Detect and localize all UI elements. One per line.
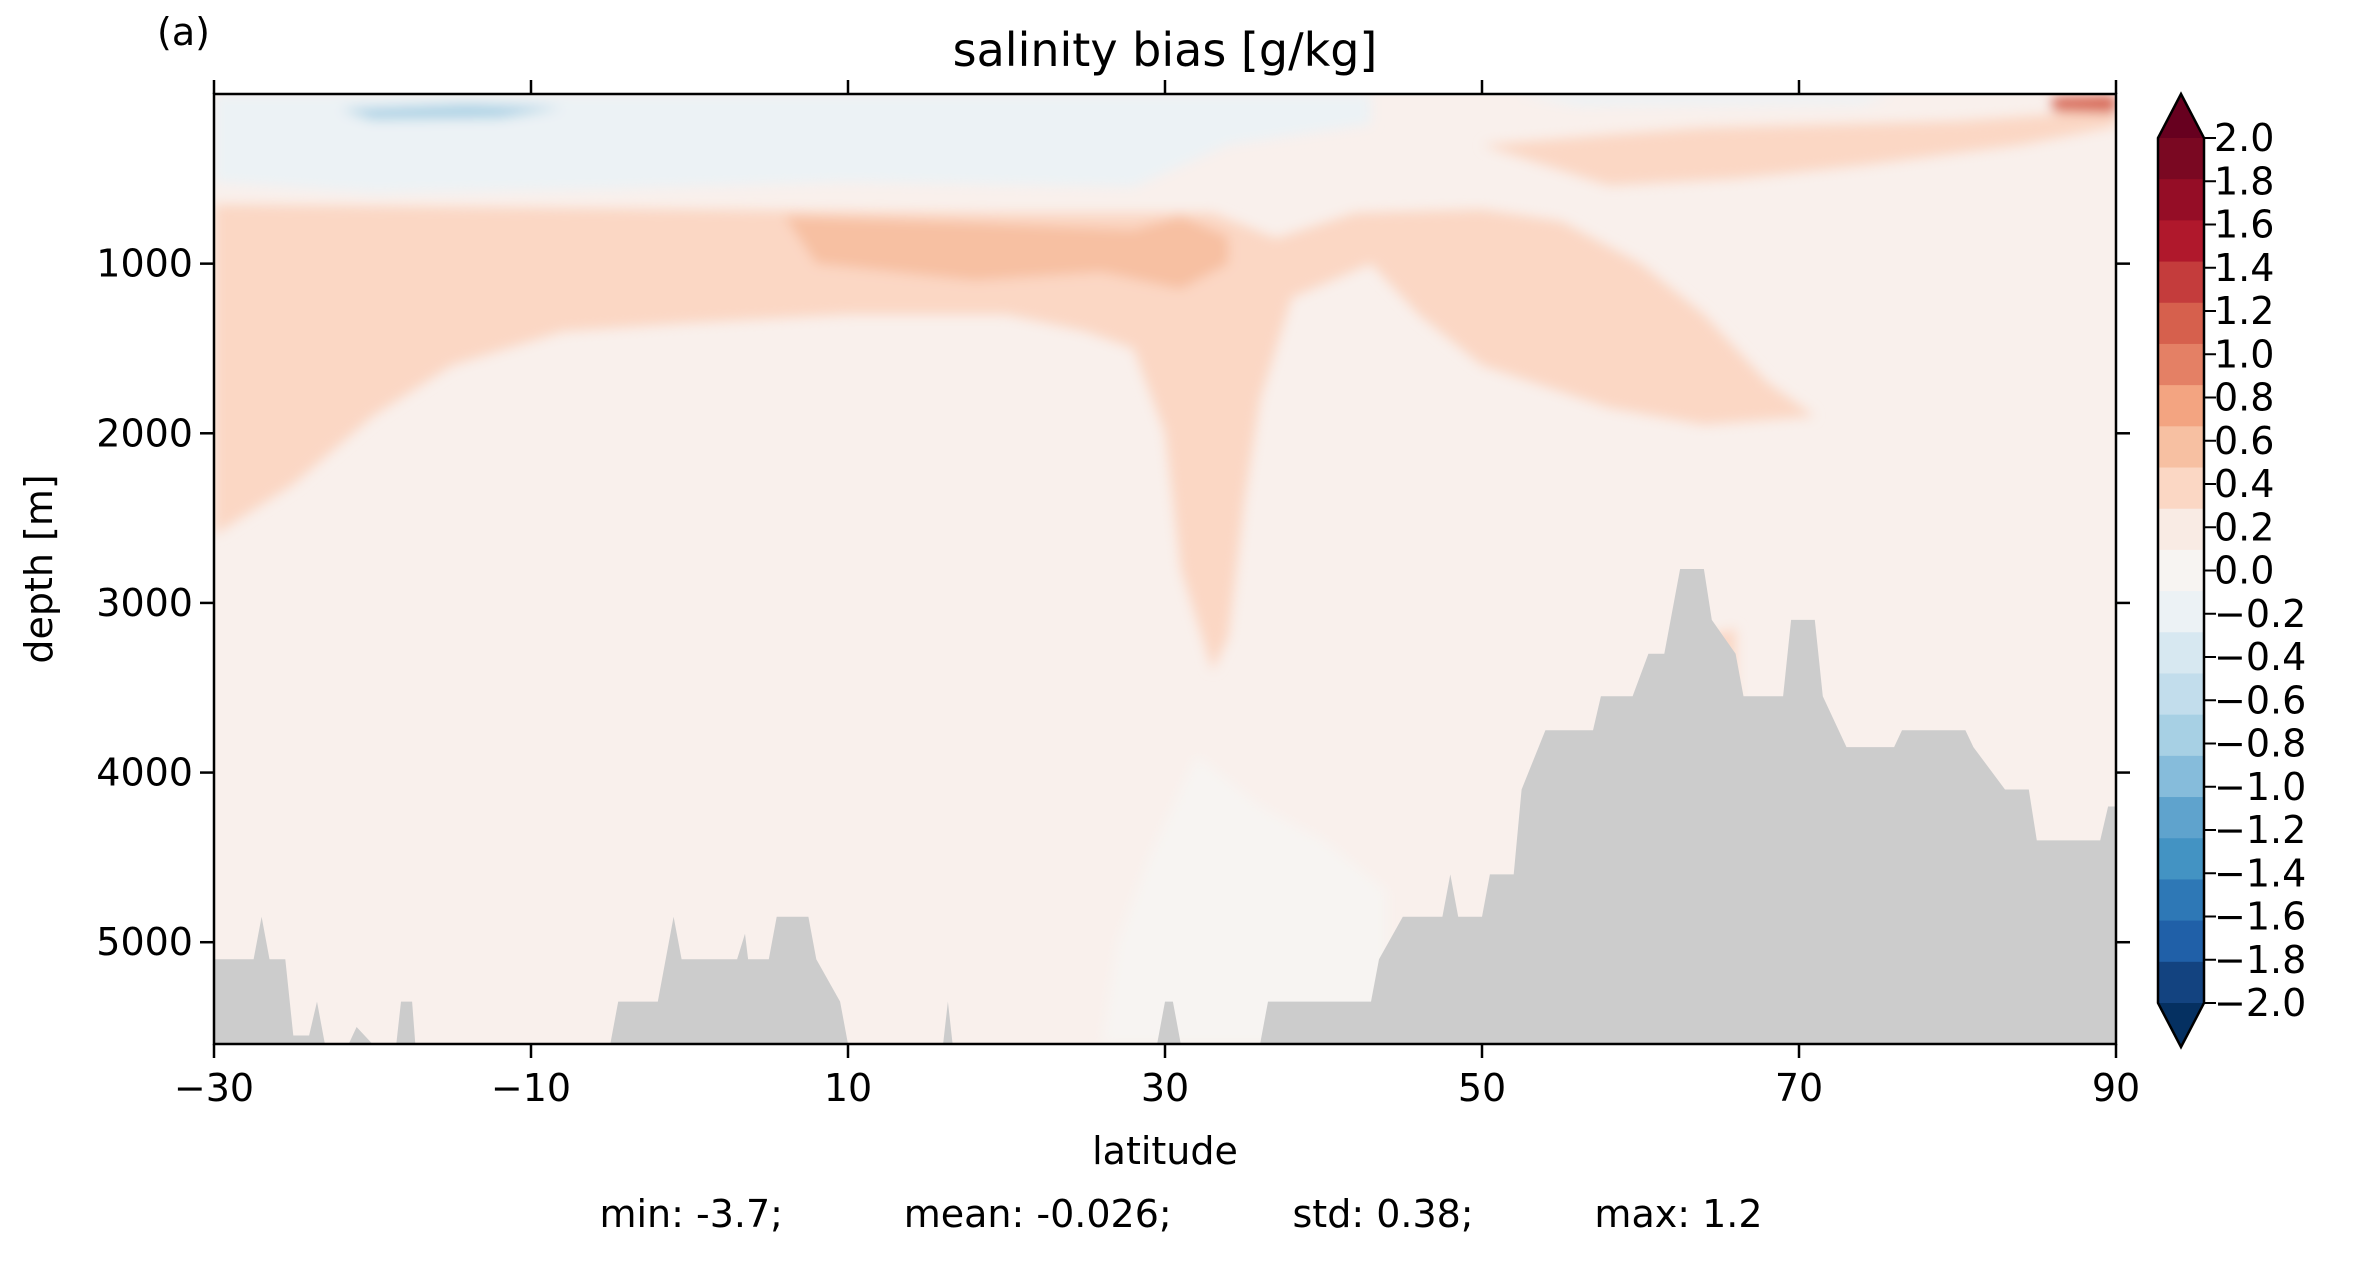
field-positive-mid <box>1482 94 2116 186</box>
colorbar-tick-label: 0.8 <box>2214 376 2274 420</box>
colorbar-band <box>2158 179 2204 221</box>
colorbar-tick-label: 1.4 <box>2214 246 2274 290</box>
y-tick-label: 3000 <box>96 581 193 625</box>
stat-mean: mean: -0.026; <box>903 1192 1172 1236</box>
colorbar-tick-label: 2.0 <box>2214 116 2274 160</box>
panel-label: (a) <box>157 10 210 54</box>
field-negative-core <box>340 104 563 120</box>
y-tick-label: 1000 <box>96 242 193 286</box>
colorbar-tick-label: 0.0 <box>2214 549 2274 593</box>
colorbar-tick-label: −0.2 <box>2214 592 2306 636</box>
colorbar-band <box>2158 755 2204 798</box>
y-tick-label: 4000 <box>96 751 193 795</box>
colorbar-band <box>2158 343 2204 386</box>
x-tick-label: 10 <box>824 1066 872 1110</box>
colorbar-tick-label: 0.4 <box>2214 462 2274 506</box>
colorbar-band <box>2158 426 2204 469</box>
colorbar-band <box>2158 508 2204 551</box>
field-negative-surface <box>1513 94 1895 106</box>
x-tick-label: 30 <box>1141 1066 1189 1110</box>
colorbar-tick-label: 1.0 <box>2214 332 2274 376</box>
colorbar-band <box>2158 879 2204 922</box>
colorbar-tick-label: −1.2 <box>2214 808 2306 852</box>
colorbar-band <box>2158 797 2204 839</box>
colorbar-band <box>2158 549 2204 592</box>
statistics-line: min: -3.7; mean: -0.026; std: 0.38; max:… <box>0 1192 2362 1252</box>
field-negative-surface <box>214 94 1371 193</box>
y-axis-label: depth [m] <box>17 474 61 663</box>
colorbar-tick-label: 0.2 <box>2214 505 2274 549</box>
y-tick-label: 2000 <box>96 411 193 455</box>
colorbar-tick-label: −1.4 <box>2214 851 2306 895</box>
colorbar-tick-label: −0.4 <box>2214 635 2306 679</box>
colorbar-band <box>2158 467 2204 510</box>
stat-max: max: 1.2 <box>1594 1192 1763 1236</box>
colorbar-tick-label: 1.2 <box>2214 289 2274 333</box>
field-negative-deep <box>1101 755 1387 1044</box>
salinity-field <box>214 94 2116 1044</box>
field-positive-core <box>784 216 1229 290</box>
chart-title: salinity bias [g/kg] <box>953 23 1378 77</box>
colorbar-extend-over <box>2158 94 2204 138</box>
stat-min: min: -3.7; <box>599 1192 783 1236</box>
y-axis: 1000 2000 3000 4000 5000 <box>96 242 2130 964</box>
colorbar-band <box>2158 138 2204 180</box>
colorbar-band <box>2158 302 2204 345</box>
colorbar-band <box>2158 385 2204 427</box>
stat-std: std: 0.38; <box>1292 1192 1474 1236</box>
colorbar-tick-label: 0.6 <box>2214 419 2274 463</box>
colorbar-band <box>2158 961 2204 1004</box>
colorbar: 2.01.81.61.41.21.00.80.60.40.20.0−0.2−0.… <box>2156 91 2306 1050</box>
colorbar-tick-label: −0.6 <box>2214 678 2306 722</box>
field-arctic-max <box>2052 95 2116 113</box>
x-axis: −30 −10 10 30 50 70 90 <box>174 80 2140 1110</box>
plot-area <box>214 94 2116 1044</box>
colorbar-tick-label: 1.6 <box>2214 203 2274 247</box>
colorbar-tick-label: −0.8 <box>2214 722 2306 766</box>
colorbar-tick-label: 1.8 <box>2214 159 2274 203</box>
x-tick-label: −30 <box>174 1066 254 1110</box>
field-positive-mid <box>214 204 1815 671</box>
bathymetry-land <box>214 569 2116 1044</box>
colorbar-band <box>2158 632 2204 675</box>
x-tick-label: 50 <box>1458 1066 1506 1110</box>
x-tick-label: −10 <box>491 1066 571 1110</box>
colorbar-band <box>2158 220 2204 263</box>
colorbar-band <box>2158 920 2204 963</box>
colorbar-band <box>2158 591 2204 633</box>
colorbar-band <box>2158 838 2204 881</box>
x-tick-label: 90 <box>2092 1066 2140 1110</box>
colorbar-tick-label: −1.6 <box>2214 895 2306 939</box>
colorbar-tick-label: −1.8 <box>2214 938 2306 982</box>
x-tick-label: 70 <box>1775 1066 1823 1110</box>
colorbar-extend-under <box>2158 1003 2204 1047</box>
colorbar-band <box>2158 714 2204 757</box>
colorbar-band <box>2158 261 2204 304</box>
colorbar-tick-label: −2.0 <box>2214 981 2306 1025</box>
y-tick-label: 5000 <box>96 920 193 964</box>
colorbar-band <box>2158 673 2204 716</box>
colorbar-tick-label: −1.0 <box>2214 765 2306 809</box>
x-axis-label: latitude <box>1092 1129 1238 1173</box>
